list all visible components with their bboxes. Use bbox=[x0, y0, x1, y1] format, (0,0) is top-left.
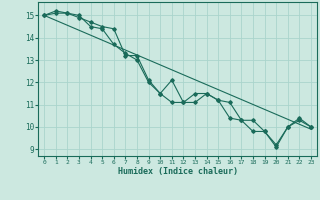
X-axis label: Humidex (Indice chaleur): Humidex (Indice chaleur) bbox=[118, 167, 238, 176]
